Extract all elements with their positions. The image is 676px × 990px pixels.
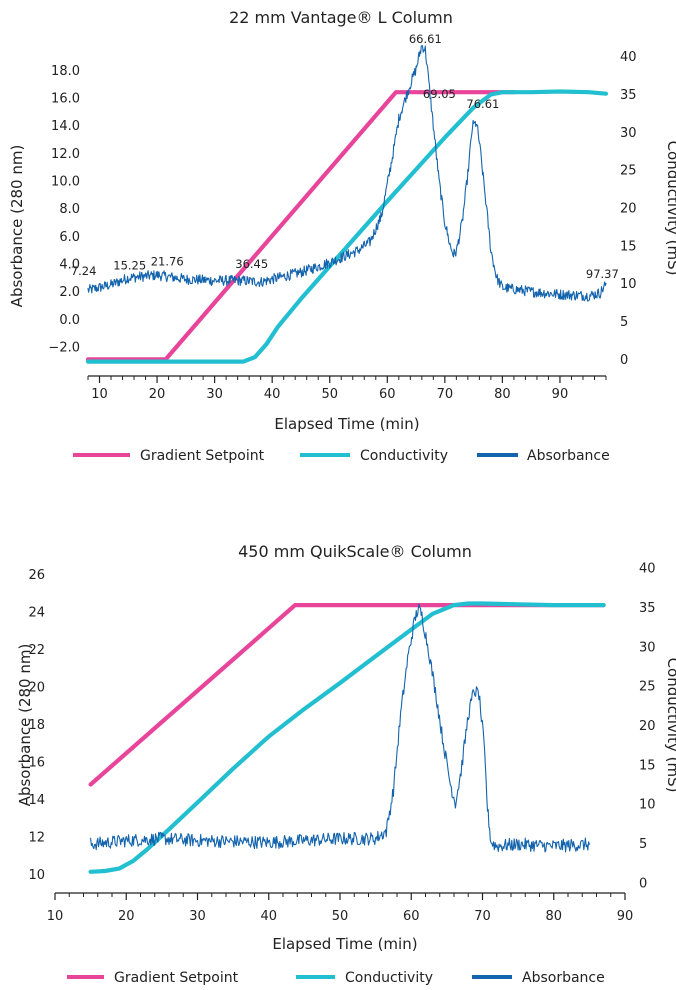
- legend: Gradient Setpoint Conductivity Absorbanc…: [67, 970, 605, 986]
- x-tick-label: 40: [264, 387, 281, 402]
- y-tick-label: 14.0: [51, 119, 80, 134]
- x-tick-label: 80: [494, 387, 511, 402]
- y2-tick-label: 10: [639, 798, 656, 813]
- plot-area: [88, 601, 606, 874]
- x-tick-label: 90: [617, 909, 634, 924]
- y2-tick-label: 0: [620, 353, 628, 368]
- y-tick-label: 4.0: [59, 258, 80, 273]
- x-tick-label: 10: [91, 387, 108, 402]
- y2-tick-label: 30: [620, 126, 637, 141]
- x-tick-label: 30: [189, 909, 206, 924]
- peak-label: 66.61: [409, 32, 442, 46]
- y-tick-label: 16.0: [51, 92, 80, 107]
- x-tick-label: 40: [260, 909, 277, 924]
- x-axis-label: Elapsed Time (min): [272, 935, 417, 953]
- legend: Gradient Setpoint Conductivity Absorbanc…: [73, 448, 610, 464]
- y2-tick-label: 40: [639, 562, 656, 577]
- chart-450mm-quikscale: 450 mm QuikScale® Column Absorbance (280…: [16, 542, 676, 986]
- chart-title: 22 mm Vantage® L Column: [229, 8, 453, 27]
- y2-tick-label: 15: [639, 758, 656, 773]
- peak-label: 76.61: [466, 97, 499, 111]
- chart-22mm-vantage: 22 mm Vantage® L Column Absorbance (280 …: [8, 8, 676, 464]
- x-tick-label: 60: [379, 387, 396, 402]
- y-tick-label: 12: [28, 830, 45, 845]
- x-tick-label: 30: [206, 387, 223, 402]
- x-tick-label: 70: [437, 387, 454, 402]
- y-tick-label: 10: [28, 868, 45, 883]
- y-tick-label: 18: [28, 718, 45, 733]
- x-tick-label: 10: [47, 909, 64, 924]
- x-tick-label: 20: [118, 909, 135, 924]
- y-tick-label: 24: [28, 605, 45, 620]
- legend-label-conductivity: Conductivity: [345, 970, 433, 986]
- y-tick-label: 12.0: [51, 147, 80, 162]
- peak-label: 36.45: [235, 257, 268, 271]
- y2-tick-label: 5: [639, 837, 647, 852]
- x-tick-label: 20: [149, 387, 166, 402]
- y2-tick-label: 0: [639, 876, 647, 891]
- x-tick-label: 50: [321, 387, 338, 402]
- legend-label-gradient: Gradient Setpoint: [140, 448, 265, 464]
- y2-tick-label: 40: [620, 50, 637, 65]
- peak-label: 21.76: [151, 254, 184, 268]
- series-conductivity: [85, 89, 609, 364]
- series-gradient: [88, 603, 606, 787]
- y-tick-label: 2.0: [59, 285, 80, 300]
- peak-annotations: 7.24 15.25 21.76 36.45 66.61 69.05 76.61 97.37: [71, 32, 619, 281]
- y2-tick-label: 30: [639, 640, 656, 655]
- y-tick-label: 6.0: [59, 230, 80, 245]
- series-gradient: [85, 90, 516, 362]
- x-tick-label: 90: [552, 387, 569, 402]
- series-absorbance: [87, 45, 607, 302]
- axes: 10 20 30 40 50 60 70 80 90−2.00.02.04.06.08.010.…: [48, 50, 636, 402]
- legend-label-absorbance: Absorbance: [522, 970, 605, 986]
- y2-tick-label: 35: [620, 88, 637, 103]
- x-tick-label: 60: [403, 909, 420, 924]
- y-tick-label: −2.0: [48, 340, 80, 355]
- series-conductivity: [88, 601, 606, 874]
- y-axis-label: Absorbance (280 nm): [8, 145, 26, 308]
- legend-label-conductivity: Conductivity: [360, 448, 448, 464]
- y-tick-label: 16: [28, 755, 45, 770]
- x-tick-label: 50: [332, 909, 349, 924]
- y-tick-label: 14: [28, 793, 45, 808]
- y2-tick-label: 5: [620, 315, 628, 330]
- y2-tick-label: 20: [639, 719, 656, 734]
- y2-axis-label: Conductivity (mS): [664, 658, 676, 793]
- series-absorbance: [90, 603, 590, 853]
- peak-label: 7.24: [71, 264, 97, 278]
- x-tick-label: 80: [545, 909, 562, 924]
- axes: 10 20 30 40 50 60 70 80 90 10 12 14 16 18 20 22 24 26 0 5 10…: [28, 562, 655, 924]
- y-tick-label: 0.0: [59, 313, 80, 328]
- y-tick-label: 26: [28, 568, 45, 583]
- y-axis-label: Absorbance (280 nm): [16, 644, 34, 807]
- x-tick-label: 70: [474, 909, 491, 924]
- y-tick-label: 22: [28, 643, 45, 658]
- legend-label-gradient: Gradient Setpoint: [114, 970, 239, 986]
- y2-tick-label: 15: [620, 239, 637, 254]
- y2-axis-label: Conductivity (mS): [664, 141, 676, 276]
- y-tick-label: 10.0: [51, 175, 80, 190]
- plot-area: [85, 45, 609, 364]
- y2-tick-label: 10: [620, 277, 637, 292]
- y-tick-label: 18.0: [51, 64, 80, 79]
- y-tick-label: 20: [28, 680, 45, 695]
- y2-tick-label: 35: [639, 601, 656, 616]
- legend-label-absorbance: Absorbance: [527, 448, 610, 464]
- peak-label: 97.37: [586, 267, 619, 281]
- y-tick-label: 8.0: [59, 202, 80, 217]
- x-axis-label: Elapsed Time (min): [274, 415, 419, 433]
- peak-label: 15.25: [113, 259, 146, 273]
- y2-tick-label: 25: [620, 164, 637, 179]
- y2-tick-label: 25: [639, 680, 656, 695]
- peak-label: 69.05: [423, 87, 456, 101]
- y2-tick-label: 20: [620, 202, 637, 217]
- chart-title: 450 mm QuikScale® Column: [238, 542, 472, 561]
